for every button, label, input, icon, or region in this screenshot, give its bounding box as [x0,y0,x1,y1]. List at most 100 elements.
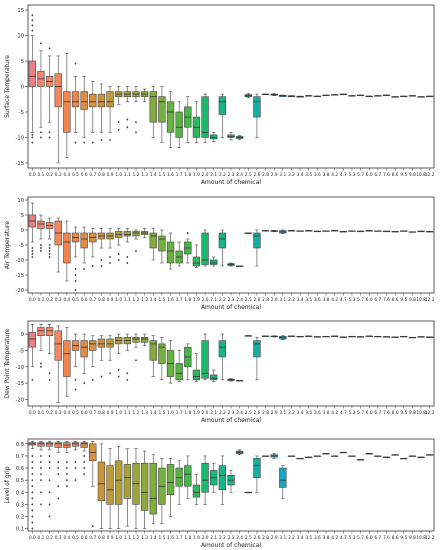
box-1.0 [115,228,123,262]
y-tick-label: -5 [19,348,24,354]
box-0.3 [54,325,62,404]
y-tick-label: 0.8 [16,442,24,448]
x-tick-label: 2.9 [271,297,278,303]
y-axis-label: Surface Temperature [4,55,11,118]
x-tick-label: 3.4 [297,297,304,303]
x-tick-label: 1.3 [141,535,148,541]
outlier-point [48,255,51,259]
box-body [54,442,62,448]
box-body [106,465,114,505]
box-1.0 [115,333,123,378]
box-1.0 [115,445,123,529]
x-tick-label: 1.1 [124,297,131,303]
y-tick-label: 0.2 [16,514,24,520]
outlier-point [48,372,51,375]
box-2.1 [210,462,218,493]
box-0.2 [45,323,54,382]
box-body [37,327,45,337]
box-body [28,332,36,348]
x-tick-label: 1.4 [150,535,157,541]
x-tick-label: 4.7 [340,297,347,303]
x-tick-label: 2.9 [271,535,278,541]
box-body [63,340,71,377]
outlier-point [48,243,51,247]
x-tick-label: 9.8 [409,172,416,178]
x-tick-label: 1.9 [193,410,200,416]
x-tick-label: 2.5 [245,172,252,178]
x-tick-label: 5.3 [349,410,356,416]
outlier-point [31,515,34,518]
box-6.7 [374,95,382,97]
y-tick-label: 0.6 [16,466,24,472]
x-tick-label: 4.2 [331,172,338,178]
box-2.1 [210,369,218,382]
outlier-point [31,509,34,512]
x-tick-label: 0.8 [98,172,105,178]
y-tick-label: 10 [17,34,24,40]
box-2.6 [253,455,261,493]
outlier-point [39,246,42,250]
x-tick-label: 0.5 [72,410,79,416]
box-0.7 [89,335,97,382]
x-tick-label: 1.0 [115,410,122,416]
box-body [97,461,106,502]
x-tick-label: 0.0 [29,410,36,416]
x-tick-label: 2.6 [253,172,260,178]
box-body [28,60,36,87]
outlier-point [83,267,86,271]
box-body [63,91,71,133]
x-tick-label: 2.2 [219,297,226,303]
outlier-point [74,141,77,144]
outlier-point [31,246,34,250]
box-2.3 [227,262,235,267]
box-1.2 [132,333,140,362]
outlier-point [48,460,51,464]
box-1.7 [175,101,183,148]
x-tick-label: 9.8 [409,297,416,303]
outlier-point [117,252,120,256]
y-tick-label: 5 [21,59,24,65]
x-tick-label: 6.7 [374,297,381,303]
box-3.6 [313,95,322,98]
plot-frame [27,196,435,294]
box-4.2 [330,230,339,232]
box-body [279,467,287,488]
x-tick-label: 2.2 [219,535,226,541]
x-tick-label: 3.4 [297,535,304,541]
outlier-point [83,381,86,385]
box-body [45,442,54,447]
x-tick-label: 1.5 [158,410,165,416]
x-tick-label: 0.2 [46,297,53,303]
box-body [80,442,88,448]
box-0.9 [106,335,114,375]
outlier-point [31,460,34,464]
box-1.9 [192,101,201,143]
y-tick-label: 0.3 [16,502,24,508]
outlier-point [57,485,60,488]
outlier-point [74,62,77,65]
box-3.5 [305,456,313,459]
box-body [218,96,227,115]
outlier-point [39,454,42,458]
outlier-point [31,13,34,17]
box-2.8 [261,230,270,232]
outlier-point [109,372,112,375]
outlier-point [39,478,42,482]
x-tick-label: 1.3 [141,410,148,416]
x-tick-label: 0.1 [38,410,45,416]
outlier-point [39,42,42,45]
box-2.3 [227,132,235,141]
box-5.7 [356,230,365,233]
x-tick-label: 7.6 [383,172,390,178]
x-tick-label: 1.8 [184,535,191,541]
x-tick-label: 1.4 [150,297,157,303]
box-0.8 [97,228,106,268]
x-tick-label: 0.6 [81,172,88,178]
box-0.0 [28,441,36,530]
box-body [184,465,192,487]
x-tick-label: 1.6 [167,297,174,303]
outlier-point [39,131,42,134]
outlier-point [109,261,112,265]
box-1.3 [140,228,149,238]
